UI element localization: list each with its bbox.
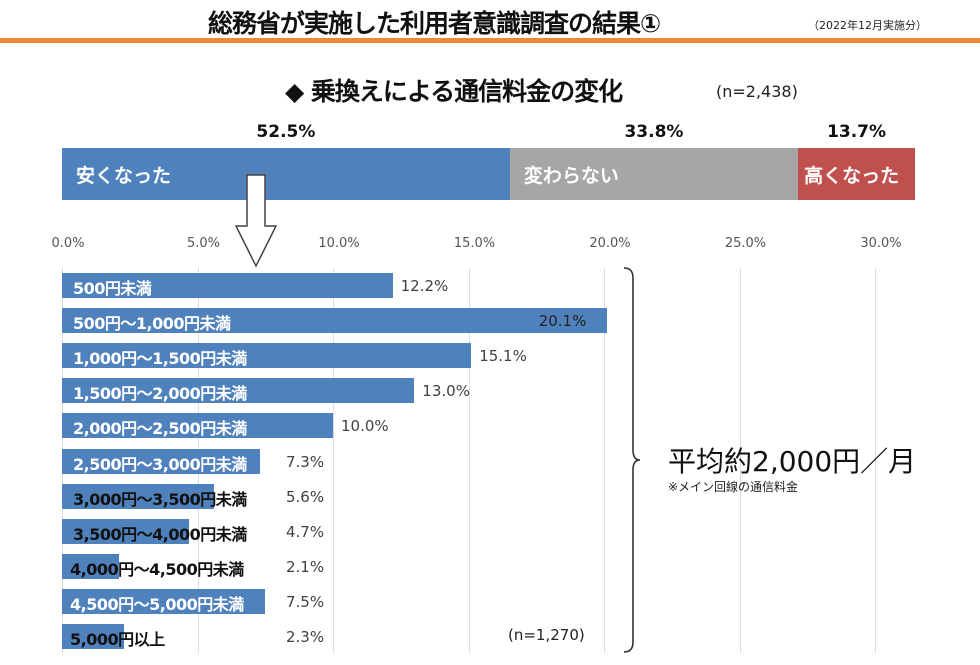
x-tick-label: 5.0%	[186, 236, 221, 251]
bar	[62, 448, 260, 474]
bar-value-label: 20.1%	[538, 312, 587, 331]
gridline	[333, 268, 334, 653]
x-tick-label: 30.0%	[860, 236, 902, 251]
bar	[62, 308, 607, 334]
bar-category-label: 2,500円～3,000円未満	[73, 454, 247, 474]
bar-value-label: 7.5%	[286, 592, 325, 611]
bar-value-label: 2.1%	[286, 557, 325, 576]
bar-value-label: 4.7%	[286, 522, 325, 541]
sample-size-top: (n=2,438)	[716, 82, 798, 101]
bar	[62, 343, 472, 369]
chart-title: ◆ 乗換えによる通信料金の変化	[285, 77, 623, 106]
sample-size-bottom: (n=1,270)	[508, 626, 585, 644]
bar-category-label: 3,000円～3,500円未満	[73, 489, 247, 509]
bar-category-label: 1,500円～2,000円未満	[73, 384, 247, 404]
stacked-segment: 高くなった	[798, 148, 915, 200]
page-title: 総務省が実施した利用者意識調査の結果①	[208, 9, 661, 38]
segment-value-label: 13.7%	[827, 122, 887, 142]
bar	[62, 624, 125, 649]
bar-category-label: 2,000円～2,500円未満	[73, 419, 247, 439]
average-note: ※メイン回線の通信料金	[668, 480, 799, 494]
bar	[62, 588, 266, 614]
bar-value-label: 2.3%	[286, 628, 325, 646]
bar-value-label: 12.2%	[400, 277, 449, 295]
down-arrow-icon	[234, 174, 278, 268]
survey-date: （2022年12月実施分）	[808, 19, 927, 32]
brace-icon	[623, 267, 641, 653]
average-annotation: 平均約2,000円／月	[668, 445, 917, 478]
stacked-segment: 変わらない	[509, 148, 799, 200]
bar-category-label: 500円～1,000円未満	[73, 314, 231, 334]
bar-category-label: 3,500円～4,000円未満	[73, 524, 247, 544]
bar-value-label: 10.0%	[341, 417, 389, 436]
gridline	[875, 268, 876, 653]
bar	[62, 378, 415, 404]
bar	[62, 273, 393, 298]
stacked-segment: 安くなった	[62, 148, 510, 200]
x-tick-label: 20.0%	[589, 236, 631, 251]
segment-label: 安くなった	[76, 164, 172, 187]
bar	[62, 553, 119, 579]
segment-label: 高くなった	[804, 164, 900, 187]
bar-value-label: 5.6%	[286, 487, 325, 506]
x-tick-label: 0.0%	[51, 236, 85, 251]
bar-category-label: 4,500円～5,000円未満	[70, 594, 244, 614]
bar	[62, 413, 333, 439]
gridline	[468, 268, 470, 653]
segment-value-label: 33.8%	[624, 122, 684, 142]
gridline	[604, 268, 605, 653]
x-tick-label: 10.0%	[318, 236, 360, 251]
gridline	[739, 268, 741, 653]
x-tick-label: 15.0%	[453, 236, 496, 251]
bar-category-label: 1,000円～1,500円未満	[73, 349, 247, 369]
title-divider	[0, 38, 980, 43]
bar-category-label: 500円未満	[73, 279, 152, 298]
bar-value-label: 15.1%	[479, 347, 527, 366]
bar-category-label: 5,000円以上	[70, 630, 165, 649]
bar	[62, 483, 214, 509]
x-tick-label: 25.0%	[724, 236, 767, 251]
bar-category-label: 4,000円～4,500円未満	[70, 559, 244, 579]
bar-value-label: 7.3%	[286, 452, 325, 471]
bar	[62, 518, 190, 544]
segment-label: 変わらない	[523, 164, 619, 187]
bar-value-label: 13.0%	[422, 382, 470, 401]
segment-value-label: 52.5%	[256, 122, 316, 142]
